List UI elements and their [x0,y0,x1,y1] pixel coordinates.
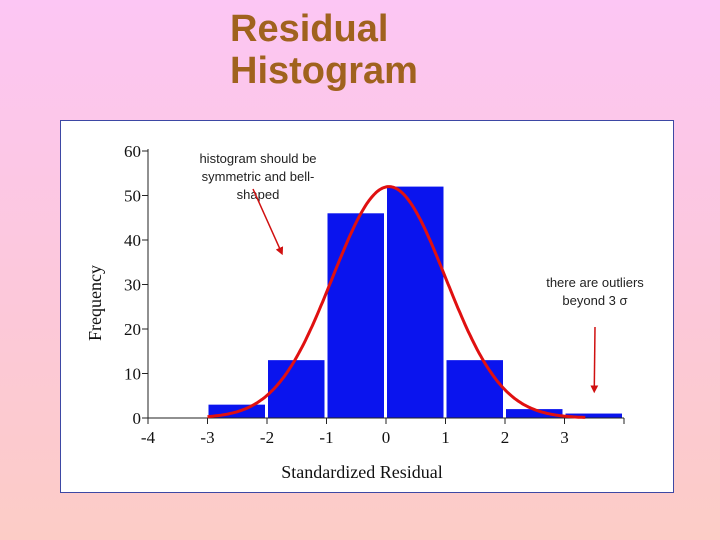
annotation-line: symmetric and bell- [202,169,315,184]
annotation-arrow-2 [590,326,599,394]
annotation-line: there are outliers [546,275,644,290]
x-tick-label: 2 [501,428,510,447]
histogram-bar-2 [327,213,384,418]
x-axis-title: Standardized Residual [281,462,442,482]
annotation-text-2: there are outliers beyond 3 σ [546,275,644,308]
x-tick-label: -4 [141,428,156,447]
x-tick-label: -2 [260,428,274,447]
histogram-bar-5 [506,409,563,418]
histogram-chart: 0 10 20 30 40 50 60 -4 -3 -2 -1 0 1 2 3 histogram shou… [85,142,644,482]
histogram-bar-6 [565,413,622,418]
y-tick-label: 50 [124,187,141,206]
y-axis-title: Frequency [85,265,105,341]
histogram-bar-1 [268,360,325,418]
x-tick-label: -1 [319,428,333,447]
y-tick-label: 30 [124,276,141,295]
annotation-line: shaped [237,187,280,202]
x-tick-label: 1 [441,428,450,447]
y-tick-label: 20 [124,320,141,339]
y-tick-label: 0 [133,409,142,428]
y-tick-label: 60 [124,142,141,161]
slide-title-line-2: Histogram [230,50,418,92]
histogram-bar-3 [387,186,444,418]
y-tick-label: 10 [124,365,141,384]
annotation-layer: histogram should be symmetric and bell-sh… [199,151,644,394]
x-tick-label: -3 [200,428,214,447]
annotation-line: histogram should be [199,151,316,166]
annotation-line: beyond 3 σ [562,293,627,308]
x-tick-label: 3 [560,428,569,447]
normal-curve [207,185,586,419]
x-tick-label: 0 [382,428,391,447]
slide-title: Residual Histogram [230,8,418,92]
bars-layer [208,186,622,418]
annotation-text-1: histogram should be symmetric and bell-sh… [199,151,316,202]
histogram-bar-4 [446,360,503,418]
y-tick-label: 40 [124,231,141,250]
chart-panel: 0 10 20 30 40 50 60 -4 -3 -2 -1 0 1 2 3 histogram shou… [60,120,674,493]
slide-title-line-1: Residual [230,8,389,50]
axes-layer: 0 10 20 30 40 50 60 -4 -3 -2 -1 0 1 2 3 [124,142,625,447]
annotation-arrow-1 [252,188,284,256]
